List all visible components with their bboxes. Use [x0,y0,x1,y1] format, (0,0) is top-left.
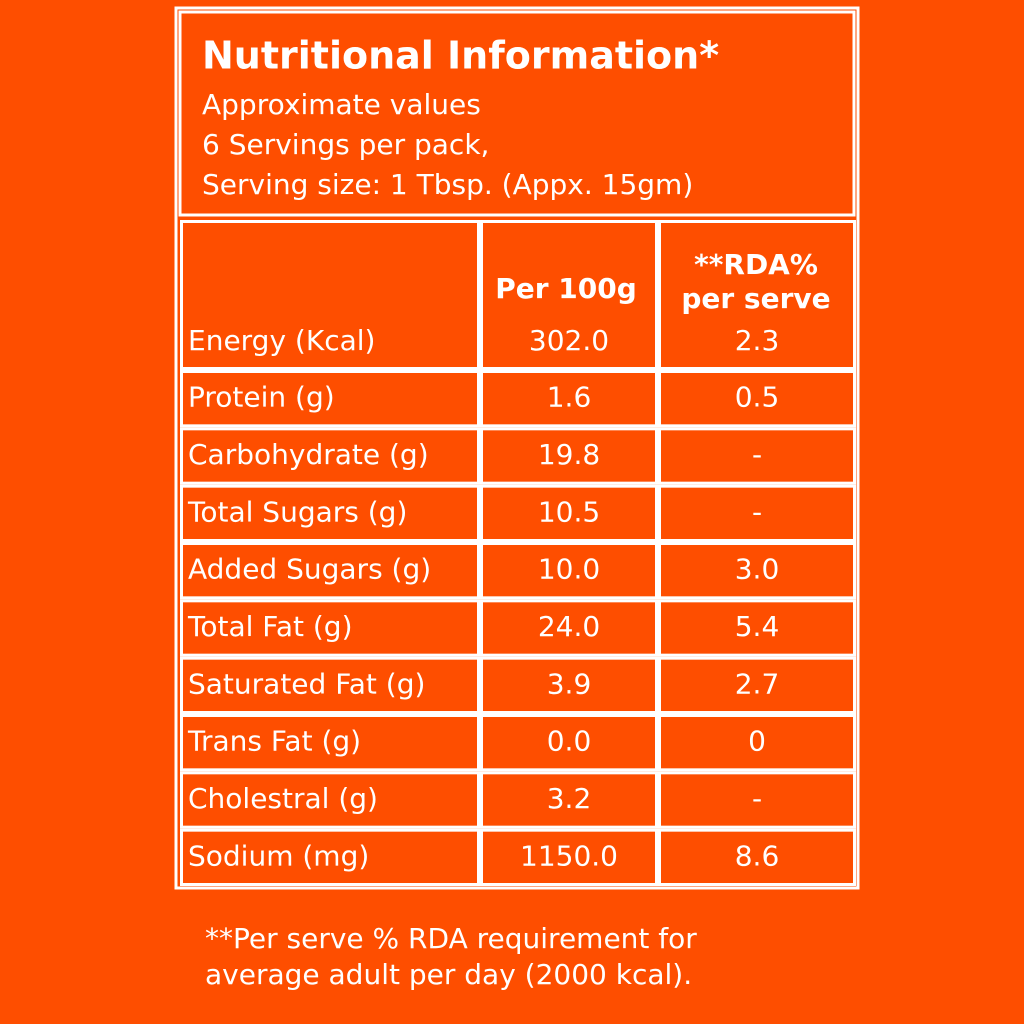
cell-border [658,542,856,600]
cell-border [180,427,480,485]
column-header: Per 100g [495,272,637,305]
cell-border [480,370,658,428]
nutrient-value: 10.5 [538,495,600,528]
nutrient-value: 1150.0 [520,839,618,872]
cell-border [658,599,856,657]
cell-border [180,714,480,772]
cell-border [658,427,856,485]
header-frame [178,10,856,217]
cell-border [180,542,480,600]
nutrient-value: 24.0 [538,610,600,643]
nutrient-value: 10.0 [538,553,600,586]
cell-border [658,220,856,370]
subtitle-line: 6 Servings per pack, [202,128,489,161]
nutrient-value: 0.0 [547,725,592,758]
column-header: per serve [681,282,830,315]
footnote: average adult per day (2000 kcal). [205,958,692,991]
cell-border [480,714,658,772]
cell-border [180,220,480,370]
nutrient-label: Protein (g) [188,381,335,414]
cell-border [658,484,856,542]
nutrient-value: 2.3 [735,324,780,357]
subtitle-line: Serving size: 1 Tbsp. (Appx. 15gm) [202,168,693,201]
nutrient-label: Total Fat (g) [187,610,353,643]
cell-border [480,484,658,542]
nutrient-value: - [752,438,762,471]
nutrient-value: 8.6 [735,839,780,872]
cell-border [180,771,480,829]
cell-border [480,220,658,370]
cell-border [480,599,658,657]
cell-border [180,599,480,657]
cell-border [180,656,480,715]
nutrient-value: 3.2 [547,782,592,815]
nutrient-value: 302.0 [529,324,609,357]
cell-border [180,828,480,887]
nutrient-value: 0.5 [735,381,780,414]
cell-border [180,484,480,542]
title: Nutritional Information* [202,34,719,78]
nutrient-label: Saturated Fat (g) [188,667,425,700]
nutrient-value: 5.4 [735,610,780,643]
nutrient-value: 0 [748,725,766,758]
cell-border [658,656,856,715]
cell-border [480,542,658,600]
nutrient-label: Trans Fat (g) [187,725,361,758]
nutrient-label: Cholestral (g) [188,782,378,815]
nutrient-label: Energy (Kcal) [188,324,375,357]
nutrient-label: Total Sugars (g) [187,495,407,528]
subtitle-line: Approximate values [202,88,481,121]
nutrient-value: - [752,495,762,528]
nutrient-label: Sodium (mg) [188,839,369,872]
cell-border [480,771,658,829]
nutrient-label: Carbohydrate (g) [188,438,429,471]
cell-border [480,828,658,887]
footnote: **Per serve % RDA requirement for [205,922,697,955]
cell-border [658,370,856,428]
cell-border [658,714,856,772]
cell-border [180,370,480,428]
column-header: **RDA% [694,248,818,281]
cell-border [658,828,856,887]
cell-border [658,771,856,829]
nutrient-value: - [752,782,762,815]
nutrient-value: 3.9 [547,667,592,700]
cell-border [480,427,658,485]
nutrient-value: 3.0 [735,553,780,586]
nutrient-value: 19.8 [538,438,600,471]
outer-frame [174,6,860,890]
cell-border [480,656,658,715]
nutrient-value: 2.7 [735,667,780,700]
nutrient-value: 1.6 [547,381,592,414]
nutrient-label: Added Sugars (g) [188,553,431,586]
